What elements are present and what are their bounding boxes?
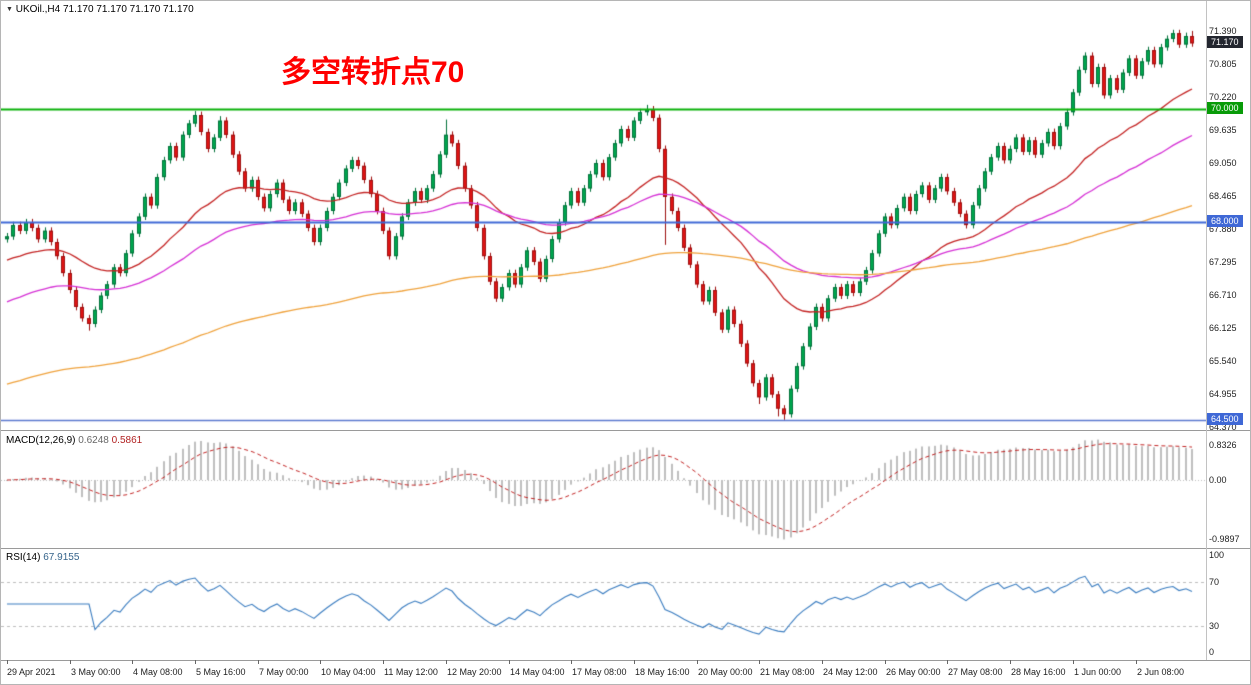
time-axis-tick [947, 660, 948, 664]
time-axis-tick [1010, 660, 1011, 664]
time-axis-label: 4 May 08:00 [133, 667, 183, 677]
time-axis-tick [446, 660, 447, 664]
time-axis-tick [258, 660, 259, 664]
rsi-axis-label: 30 [1209, 621, 1220, 631]
price-axis-label: 69.050 [1209, 158, 1237, 168]
time-axis-tick [571, 660, 572, 664]
macd-pane-separator[interactable] [1, 430, 1250, 431]
rsi-axis-label: 0 [1209, 647, 1215, 657]
time-axis-tick [132, 660, 133, 664]
rsi-value: 67.9155 [43, 552, 80, 563]
price-axis-label: 69.635 [1209, 124, 1237, 135]
time-axis-label: 28 May 16:00 [1011, 667, 1066, 677]
time-axis-tick [822, 660, 823, 664]
price-axis-label: 64.955 [1209, 389, 1237, 400]
time-axis-tick [697, 660, 698, 664]
time-axis-tick [383, 660, 384, 664]
macd-signal-value: 0.5861 [111, 435, 143, 446]
price-axis-badge: 71.170 [1207, 36, 1243, 49]
macd-axis-label: 0.8326 [1209, 440, 1237, 450]
time-axis-separator [1, 660, 1250, 661]
macd-name: MACD(12,26,9) [6, 435, 76, 446]
time-axis-tick [509, 660, 510, 664]
time-axis-label: 3 May 00:00 [71, 667, 121, 677]
time-axis-label: 14 May 04:00 [510, 667, 565, 677]
macd-axis-label: 0.00 [1209, 475, 1227, 486]
price-chart-canvas[interactable] [1, 1, 1206, 430]
time-axis-tick [1136, 660, 1137, 664]
price-axis-label: 66.125 [1209, 323, 1237, 334]
macd-main-value: 0.6248 [78, 435, 109, 446]
macd-pane-canvas[interactable] [1, 432, 1206, 547]
dropdown-icon: ▼ [6, 6, 13, 13]
rsi-axis-label: 70 [1209, 577, 1220, 587]
rsi-indicator-label: RSI(14) 67.9155 [6, 552, 79, 563]
time-axis-label: 27 May 08:00 [948, 667, 1003, 677]
time-axis-label: 10 May 04:00 [321, 667, 376, 677]
price-axis-label: 70.220 [1209, 91, 1237, 102]
price-axis-label: 65.540 [1209, 356, 1237, 367]
rsi-name: RSI(14) [6, 552, 41, 563]
time-axis-label: 18 May 16:00 [635, 667, 690, 677]
price-axis-badge: 70.000 [1207, 102, 1243, 115]
price-axis-label: 71.390 [1209, 25, 1237, 36]
time-axis-tick [634, 660, 635, 664]
symbol-ohlc-text: UKOil.,H4 71.170 71.170 71.170 71.170 [15, 4, 194, 15]
rsi-pane-separator[interactable] [1, 548, 1250, 549]
time-axis-tick [759, 660, 760, 664]
rsi-pane-canvas[interactable] [1, 549, 1206, 659]
time-axis-tick [320, 660, 321, 664]
time-axis-tick [70, 660, 71, 664]
time-axis-label: 7 May 00:00 [259, 667, 309, 677]
time-axis-label: 11 May 12:00 [384, 667, 438, 677]
time-axis-label: 12 May 20:00 [447, 667, 502, 677]
price-axis-label: 64.370 [1209, 422, 1237, 433]
time-axis-label: 17 May 08:00 [572, 667, 627, 677]
chart-annotation-text[interactable]: 多空转折点70 [281, 56, 465, 89]
time-axis-label: 1 Jun 00:00 [1074, 667, 1122, 677]
price-axis-label: 66.710 [1209, 290, 1237, 301]
time-axis-tick [1073, 660, 1074, 664]
time-axis-tick [885, 660, 886, 664]
rsi-axis-label: 100 [1209, 550, 1225, 560]
time-axis-tick [7, 660, 8, 664]
price-axis-label: 68.465 [1209, 191, 1237, 202]
macd-axis-label: -0.9897 [1209, 534, 1240, 544]
time-axis-label: 20 May 00:00 [698, 667, 753, 677]
time-axis-label: 21 May 08:00 [760, 667, 815, 677]
price-axis-badge: 64.500 [1207, 412, 1243, 425]
price-axis-label: 67.880 [1209, 224, 1237, 235]
price-axis-label: 67.295 [1209, 257, 1237, 268]
time-axis-label: 5 May 16:00 [196, 667, 246, 677]
price-axis-label: 70.805 [1209, 58, 1237, 69]
time-axis-label: 29 Apr 2021 [7, 667, 56, 677]
time-axis-label: 26 May 00:00 [886, 667, 941, 677]
time-axis-label: 24 May 12:00 [823, 667, 878, 677]
symbol-ohlc-readout: ▼ UKOil.,H4 71.170 71.170 71.170 71.170 [6, 4, 194, 15]
price-axis-separator [1206, 1, 1207, 660]
time-axis-tick [195, 660, 196, 664]
macd-indicator-label: MACD(12,26,9) 0.6248 0.5861 [6, 435, 142, 446]
price-axis-badge: 68.000 [1207, 215, 1243, 228]
time-axis-label: 2 Jun 08:00 [1137, 667, 1185, 677]
